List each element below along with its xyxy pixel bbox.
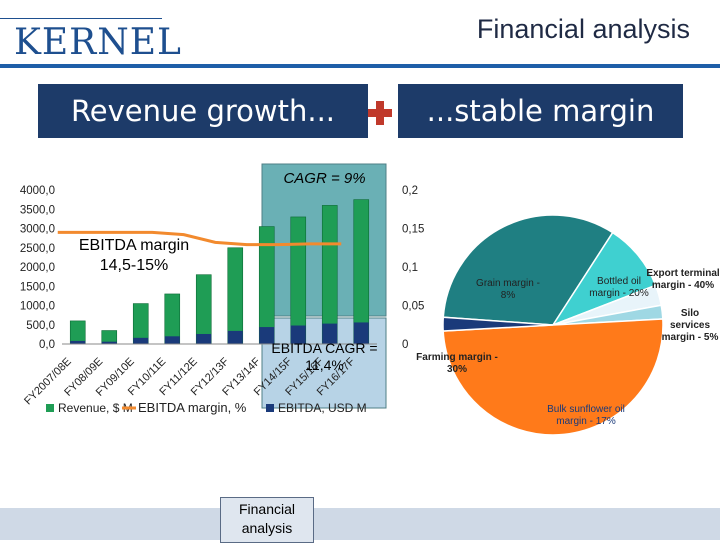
y-tick-label: 2500,0: [20, 243, 55, 255]
y-tick-label: 3500,0: [20, 204, 55, 216]
y-tick-label: 4000,0: [20, 185, 55, 197]
pie-slice: [442, 318, 664, 436]
y-tick-label: 0,0: [39, 339, 55, 351]
pie-slice: [442, 316, 554, 332]
ebitda-bar: [353, 322, 369, 344]
ebitda-bar: [101, 341, 117, 344]
margin-line1: EBITDA margin: [78, 237, 190, 254]
legend-revenue-swatch: [46, 404, 54, 412]
page-title: Financial analysis: [476, 14, 690, 44]
revenue-ebitda-chart: FY2007/08EFY08/09EFY09/10EFY10/11EFY11/1…: [20, 163, 664, 436]
ebitda-bar: [133, 337, 149, 344]
x-tick-label: FY2007/08E: [22, 356, 74, 408]
pie-label-bottled-oil: Bottled oil margin - 20%: [589, 276, 649, 299]
revenue-bar: [321, 205, 338, 345]
kernel-logo: KERNEL: [14, 22, 182, 63]
y2-tick-label: 0: [402, 339, 408, 351]
stable-margin-panel: ...stable margin: [398, 84, 683, 138]
y-tick-label: 500,0: [26, 320, 55, 332]
cagr-annotation: CAGR = 9%: [283, 170, 366, 187]
y-tick-label: 2000,0: [20, 262, 55, 274]
ebitda-cagr-line2: 11,4%: [305, 357, 344, 373]
ebitda-bar: [322, 323, 338, 344]
pie-label-export-terminal: Export terminal margin - 40%: [646, 268, 720, 291]
y2-tick-label: 0,2: [402, 185, 418, 197]
pie-label-farming: Farming margin - 30%: [416, 352, 498, 375]
ebitda-bar: [196, 333, 212, 344]
y2-tick-label: 0,15: [402, 224, 424, 236]
legend-revenue: Revenue, $ M: [58, 401, 133, 415]
ebitda-bar: [259, 327, 275, 344]
footer-line2: analysis: [241, 520, 293, 536]
ebitda-bar: [70, 340, 86, 344]
footer-section-box: Financial analysis: [220, 497, 314, 543]
legend-margin: EBITDA margin, %: [138, 400, 247, 415]
legend-ebitda: EBITDA, USD M: [278, 401, 367, 415]
revenue-bar: [69, 320, 86, 345]
y2-tick-label: 0,05: [402, 301, 424, 313]
revenue-growth-panel: Revenue growth...: [38, 84, 368, 138]
footer-bar: [0, 508, 720, 540]
revenue-bar: [195, 274, 212, 345]
header-divider: [0, 64, 720, 68]
revenue-bar: [227, 247, 244, 345]
pie-label-bulk-sunflower: Bulk sunflower oil margin - 17%: [547, 404, 625, 427]
revenue-bar: [290, 216, 307, 345]
y-tick-label: 1000,0: [20, 301, 55, 313]
margin-annotation: EBITDA margin 14,5-15%: [70, 236, 198, 276]
ebitda-cagr-annotation: EBITDA CAGR = 11,4%: [262, 340, 387, 374]
y2-tick-label: 0,1: [402, 262, 418, 274]
pie-label-silo-services: Silo services margin - 5%: [661, 308, 719, 343]
margin-line2: 14,5-15%: [99, 257, 169, 274]
ebitda-margin-line: [57, 230, 342, 247]
ebitda-bar: [227, 330, 243, 344]
revenue-bar: [353, 199, 370, 345]
ebitda-bar: [164, 336, 180, 344]
pie-label-grain: Grain margin - 8%: [476, 278, 540, 301]
legend-ebitda-swatch: [266, 404, 274, 412]
ebitda-bar: [290, 325, 306, 344]
logo-rule: [0, 18, 162, 19]
plus-icon: [368, 101, 392, 125]
y-tick-label: 1500,0: [20, 281, 55, 293]
y-tick-label: 3000,0: [20, 224, 55, 236]
footer-line1: Financial: [238, 501, 296, 517]
ebitda-cagr-line1: EBITDA CAGR =: [271, 340, 378, 356]
